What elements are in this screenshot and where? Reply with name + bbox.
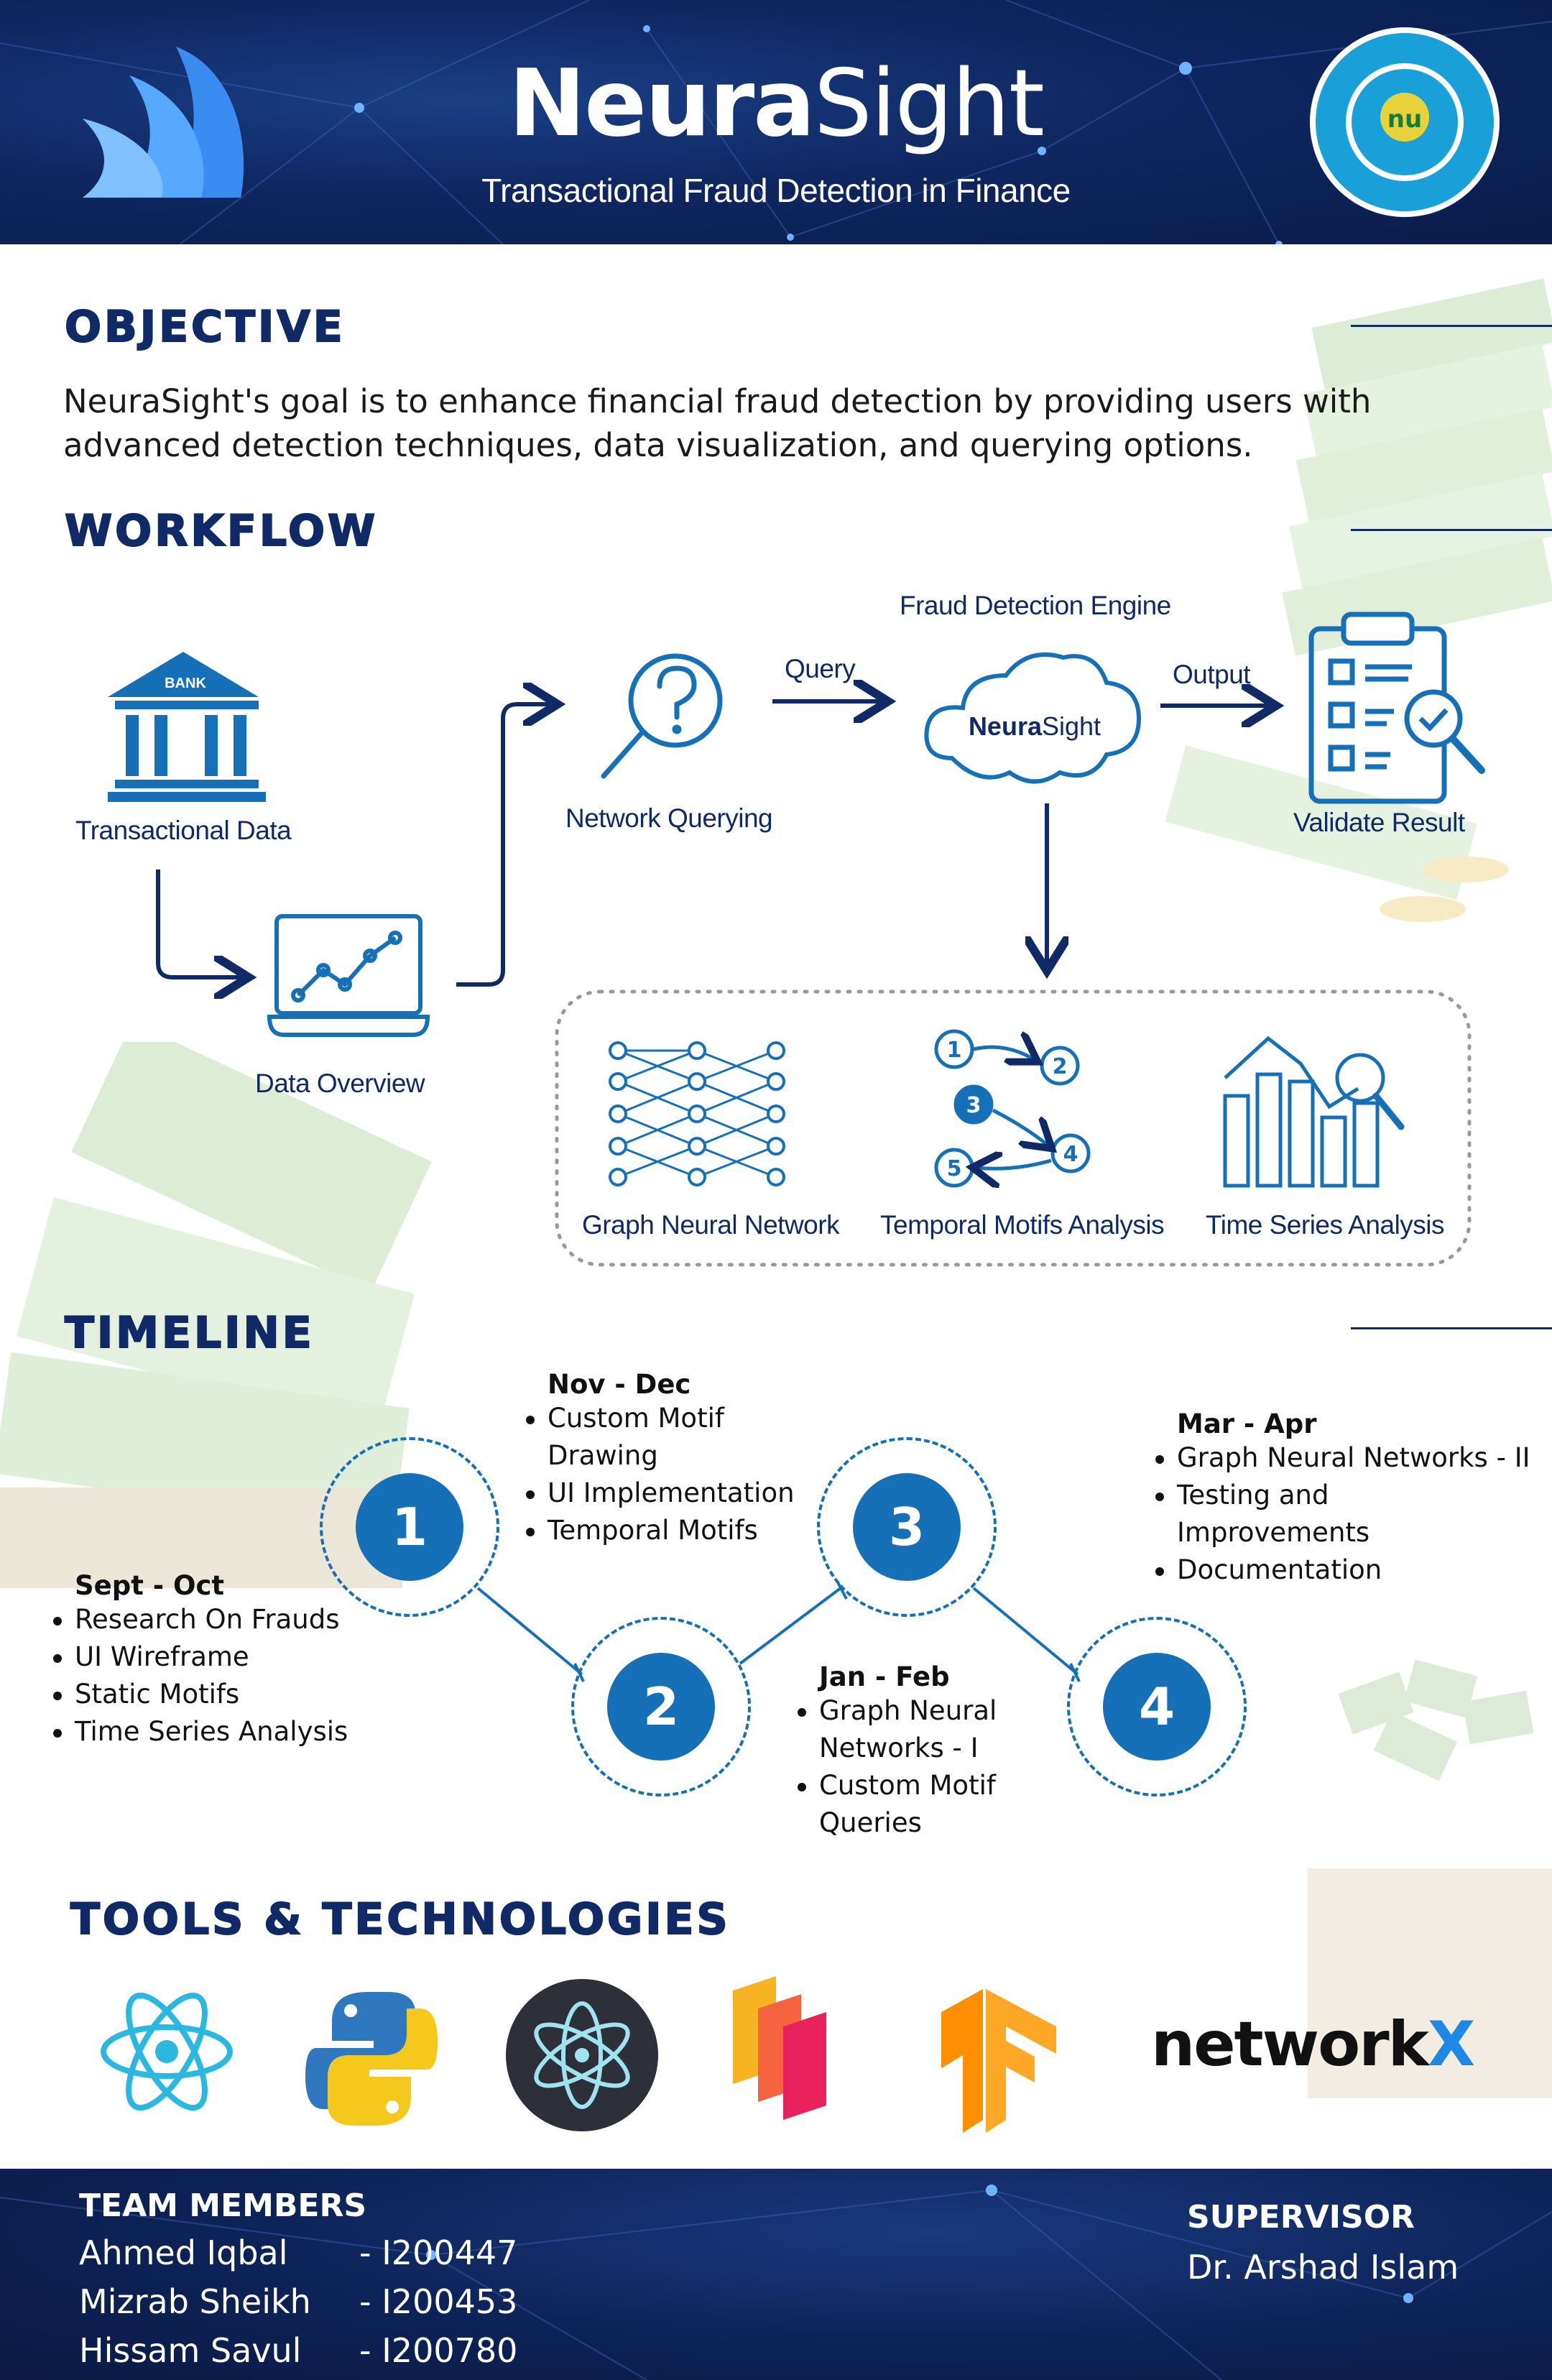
arrow-bank-to-overview [156,870,244,977]
timeline-step-ring [817,1437,997,1617]
graph-neural-network-icon [609,1041,785,1186]
wing-logo-icon [83,47,244,198]
techniques-container [555,990,1472,1267]
workflow-diagram: BANK [108,612,1485,1267]
motif-number: 4 [1063,1142,1078,1167]
python-icon [305,1992,438,2126]
timeline-step-2: 2 [607,1653,715,1761]
cloud-engine-icon [924,652,1142,784]
timeline-period: Mar - Apr [1177,1408,1317,1439]
query-arrow-label: Query [785,654,856,683]
temporal-motifs-icon [934,1029,1091,1186]
pytorch-lightning-icon [733,1976,826,2120]
timeline-period: Jan - Feb [819,1661,950,1692]
header-banner: NeuraSight Transactional Fraud Detection… [0,0,1552,244]
technique-label-timeseries: Time Series Analysis [1206,1210,1445,1240]
motif-number: 2 [1053,1054,1068,1079]
objective-text: NeuraSight's goal is to enhance financia… [63,382,1372,464]
magnifier-question-icon [601,653,723,779]
technique-label-gnn: Graph Neural Network [582,1210,840,1240]
timeline-item: Static Motifs [50,1676,424,1713]
timeline-item: Time Series Analysis [50,1713,424,1751]
supervisor-name: Dr. Arshad Islam [1187,2248,1459,2287]
network-background-pattern [0,2185,1552,2380]
objective-heading: OBJECTIVE [64,301,346,353]
timeline-step-1: 1 [356,1473,463,1581]
team-heading: TEAM MEMBERS [79,2187,367,2224]
timeline-item: Testing and Improvements [1153,1477,1392,1551]
timeline-item: Documentation [1153,1551,1541,1589]
tools-logos [101,1976,1056,2133]
technique-label-motifs: Temporal Motifs Analysis [880,1210,1165,1240]
timeline-block-sept-oct: Sept - Oct Research On Frauds UI Wirefra… [50,1570,424,1751]
arrow-overview-to-query [456,704,553,987]
timeline-block-mar-apr: Mar - Apr Graph Neural Networks - II Tes… [1153,1408,1541,1589]
engine-brand: NeuraSight [968,711,1101,741]
timeline-block-nov-dec: Nov - Dec Custom Motif Drawing UI Implem… [523,1369,810,1549]
output-arrow-label: Output [1173,660,1251,689]
timeline-item: Graph Neural Networks - I [795,1692,1020,1767]
timeline-item: UI Implementation [523,1475,810,1512]
svg-text:nu: nu [1387,105,1422,134]
timeline-item: Temporal Motifs [523,1512,810,1549]
timeline-period: Sept - Oct [75,1570,225,1601]
motif-number: 5 [947,1156,962,1181]
timeline-period: Nov - Dec [548,1369,691,1400]
timeline-item: Graph Neural Networks - II [1153,1439,1541,1477]
tools-heading: TOOLS & TECHNOLOGIES [70,1894,731,1945]
section-divider [1351,529,1552,531]
timeline-item: UI Wireframe [50,1638,424,1676]
electron-icon [506,1979,658,2131]
timeline-step-3: 3 [853,1473,961,1581]
clipboard-check-icon [1308,612,1485,804]
footer-banner [0,2169,1552,2380]
section-divider [1351,1327,1552,1329]
app-title: NeuraSight [509,50,1045,157]
bank-sign-text: BANK [165,675,206,691]
data-overview-label: Data Overview [255,1069,425,1098]
timeline-item: Research On Frauds [50,1601,424,1638]
team-member: Hissam Savul - I200780 [79,2331,518,2370]
timeline-step-ring [320,1437,499,1617]
transactional-data-label: Transactional Data [75,816,292,845]
validate-result-label: Validate Result [1293,808,1465,837]
tensorflow-icon [941,1989,1056,2133]
bank-icon [108,652,266,802]
workflow-heading: WORKFLOW [64,505,379,557]
timeline-item: Custom Motif Queries [795,1767,1020,1842]
timeline-block-jan-feb: Jan - Feb Graph Neural Networks - I Cust… [795,1661,1053,1842]
time-series-icon [1223,1036,1405,1188]
react-icon [101,1992,233,2111]
motif-number: 1 [947,1038,962,1063]
timeline-heading: TIMELINE [64,1307,315,1359]
timeline-step-ring [571,1617,751,1796]
timeline-step-4: 4 [1103,1653,1211,1761]
networkx-logo: networkX [1151,2008,1475,2080]
network-querying-label: Network Querying [565,803,773,833]
money-box-decoration [1308,1659,1552,2098]
team-member: Mizrab Sheikh - I200453 [79,2282,518,2321]
team-member: Ahmed Iqbal - I200447 [79,2233,518,2272]
motif-number: 3 [966,1093,981,1118]
app-subtitle: Transactional Fraud Detection in Finance [481,172,1071,209]
supervisor-heading: SUPERVISOR [1187,2199,1415,2236]
laptop-chart-icon [267,914,430,1037]
timeline-step-ring [1067,1617,1247,1796]
university-seal-icon: nu [1310,27,1500,217]
engine-caption: Fraud Detection Engine [900,591,1171,620]
timeline-item: Custom Motif Drawing [523,1400,777,1475]
section-divider [1351,325,1552,327]
